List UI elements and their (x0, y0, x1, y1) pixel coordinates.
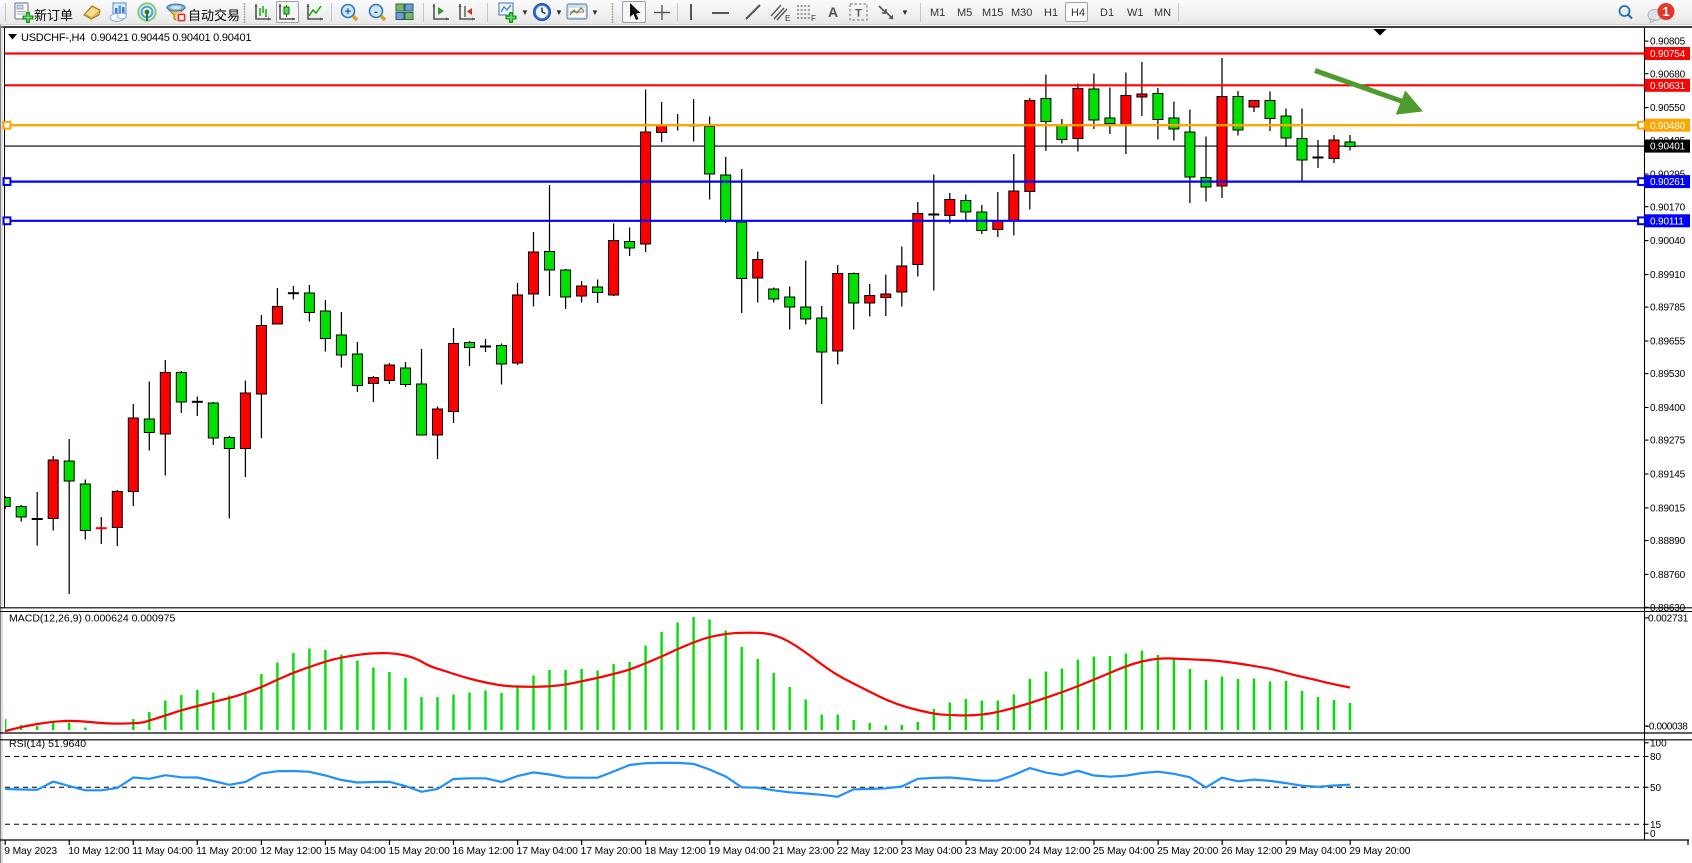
svg-text:0.90680: 0.90680 (1650, 69, 1686, 80)
svg-text:T: T (855, 8, 862, 20)
svg-text:11 May 20:00: 11 May 20:00 (196, 846, 257, 857)
svg-text:0.90550: 0.90550 (1650, 103, 1686, 114)
svg-text:26 May 12:00: 26 May 12:00 (1221, 846, 1283, 857)
svg-text:18 May 12:00: 18 May 12:00 (645, 846, 707, 857)
svg-text:RSI(14) 51.9640: RSI(14) 51.9640 (9, 738, 86, 750)
svg-text:0.89015: 0.89015 (1650, 504, 1686, 515)
svg-text:0.90170: 0.90170 (1650, 202, 1686, 213)
svg-text:0: 0 (1650, 829, 1656, 840)
svg-text:100: 100 (1650, 738, 1667, 749)
svg-text:0.90261: 0.90261 (1650, 177, 1686, 188)
svg-text:15: 15 (1650, 820, 1662, 831)
svg-text:24 May 12:00: 24 May 12:00 (1029, 846, 1091, 857)
svg-text:0.88630: 0.88630 (1650, 603, 1686, 614)
svg-text:80: 80 (1650, 752, 1662, 763)
svg-text:0.89400: 0.89400 (1650, 403, 1686, 414)
svg-text:0.88760: 0.88760 (1650, 570, 1686, 581)
svg-text:0.90631: 0.90631 (1650, 81, 1686, 92)
svg-text:15 May 04:00: 15 May 04:00 (324, 846, 386, 857)
svg-text:11 May 04:00: 11 May 04:00 (132, 846, 193, 857)
svg-text:-: - (374, 6, 378, 18)
svg-text:+: + (345, 6, 351, 18)
svg-text:0.90401: 0.90401 (1650, 142, 1686, 153)
svg-text:MACD(12,26,9) 0.000624 0.00097: MACD(12,26,9) 0.000624 0.000975 (9, 613, 176, 625)
svg-text:0.89145: 0.89145 (1650, 470, 1686, 481)
svg-text:0.89655: 0.89655 (1650, 337, 1686, 348)
svg-text:0.90040: 0.90040 (1650, 236, 1686, 247)
svg-text:17 May 04:00: 17 May 04:00 (517, 846, 579, 857)
svg-text:0.90805: 0.90805 (1650, 37, 1686, 48)
svg-text:29 May 20:00: 29 May 20:00 (1349, 846, 1411, 857)
svg-text:0.90111: 0.90111 (1650, 216, 1684, 227)
svg-text:1: 1 (1663, 5, 1670, 19)
svg-text:0.89530: 0.89530 (1650, 369, 1686, 380)
svg-text:12 May 12:00: 12 May 12:00 (260, 846, 322, 857)
svg-text:F: F (811, 14, 816, 23)
svg-text:0.89910: 0.89910 (1650, 270, 1686, 281)
svg-text:23 May 20:00: 23 May 20:00 (965, 846, 1027, 857)
svg-text:E: E (785, 14, 790, 23)
svg-text:10 May 12:00: 10 May 12:00 (68, 846, 130, 857)
svg-text:15 May 20:00: 15 May 20:00 (389, 846, 451, 857)
svg-text:0.89275: 0.89275 (1650, 436, 1686, 447)
svg-text:0.002731: 0.002731 (1648, 613, 1689, 624)
svg-text:0.89785: 0.89785 (1650, 303, 1686, 314)
svg-text:9 May 2023: 9 May 2023 (4, 846, 57, 857)
svg-text:25 May 20:00: 25 May 20:00 (1157, 846, 1219, 857)
svg-text:17 May 20:00: 17 May 20:00 (581, 846, 643, 857)
svg-text:29 May 04:00: 29 May 04:00 (1285, 846, 1347, 857)
svg-text:22 May 12:00: 22 May 12:00 (837, 846, 899, 857)
svg-text:50: 50 (1650, 783, 1662, 794)
svg-text:-0.000038: -0.000038 (1646, 722, 1688, 733)
svg-text:16 May 12:00: 16 May 12:00 (453, 846, 515, 857)
svg-text:0.90754: 0.90754 (1650, 49, 1686, 60)
svg-text:21 May 23:00: 21 May 23:00 (773, 846, 835, 857)
svg-text:0.90480: 0.90480 (1650, 121, 1686, 132)
svg-text:0.88890: 0.88890 (1650, 536, 1686, 547)
svg-text:19 May 04:00: 19 May 04:00 (709, 846, 771, 857)
svg-text:USDCHF-,H4 0.90421 0.90445 0.: USDCHF-,H4 0.90421 0.90445 0.90401 0.904… (21, 32, 251, 44)
svg-text:23 May 04:00: 23 May 04:00 (901, 846, 963, 857)
svg-text:25 May 04:00: 25 May 04:00 (1093, 846, 1155, 857)
